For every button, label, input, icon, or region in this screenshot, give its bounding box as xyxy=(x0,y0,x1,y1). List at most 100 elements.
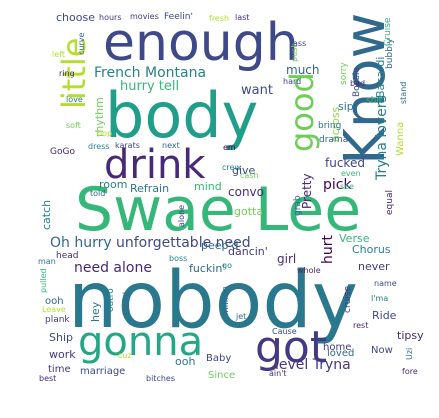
word-body: body xyxy=(105,79,259,152)
word-enough: enough xyxy=(103,13,299,73)
word-catch: catch xyxy=(40,200,53,231)
word-jet: jet xyxy=(236,312,247,321)
word-cuz: cuz xyxy=(118,351,132,360)
word-refrain: Refrain xyxy=(130,182,170,195)
word-feelin: Feelin' xyxy=(164,12,193,22)
word-ride: Ride xyxy=(372,309,397,322)
word-drink: drink xyxy=(104,142,206,188)
word-work: work xyxy=(49,348,76,361)
word-whole: whole xyxy=(297,266,321,275)
word-give: give xyxy=(232,164,256,177)
word-ooh-1: ooh xyxy=(45,296,64,307)
word-go: go xyxy=(222,261,232,270)
word-left: left xyxy=(52,50,65,59)
word-best: best xyxy=(39,374,57,383)
word-baby: Baby xyxy=(206,353,232,364)
word-crew: crew xyxy=(222,163,241,172)
word-alone: alone xyxy=(177,205,186,228)
word-oh-hurry: Oh hurry xyxy=(50,235,112,251)
word-french-montana: French Montana xyxy=(94,65,207,81)
word-outro: outro xyxy=(106,288,116,312)
word-pulled: pulled xyxy=(39,268,48,293)
word-drama: drama xyxy=(319,135,349,145)
word-hey: hey xyxy=(89,302,102,323)
word-want: want xyxy=(241,83,273,98)
word-hurt: hurt xyxy=(320,235,336,264)
word-fucked: fucked xyxy=(325,156,365,170)
word-fuckin: fuckin' xyxy=(189,262,226,275)
word-room: room xyxy=(99,178,128,191)
word-bring: bring xyxy=(318,121,342,131)
word-much: much xyxy=(286,63,320,77)
word-dress: dress xyxy=(88,142,110,151)
word-man: man xyxy=(38,257,56,266)
word-since: Since xyxy=(208,370,236,381)
word-wanna: Wanna xyxy=(395,122,406,157)
word-curve: curve xyxy=(77,33,86,56)
word-ring: ring xyxy=(59,69,75,78)
word-rest: rest xyxy=(353,321,369,330)
word-peepd: peep'd xyxy=(201,239,239,252)
word-got: got xyxy=(255,322,328,373)
word-unforgettable-need: unforgettable need xyxy=(116,235,251,251)
word-karats: karats xyxy=(115,141,140,150)
word-cause: Cause xyxy=(272,327,297,336)
word-movies: movies xyxy=(130,12,159,21)
word-grab: grab xyxy=(293,195,303,216)
word-hard: hard xyxy=(283,77,302,86)
word-boss: boss xyxy=(169,254,188,263)
word-gogo: GoGo xyxy=(50,147,75,157)
word-pick: pick xyxy=(323,177,352,193)
word-love: love xyxy=(66,95,83,104)
word-mind: mind xyxy=(194,180,222,193)
word-cash: cash xyxy=(240,171,259,180)
word-doin: Doin' xyxy=(122,292,132,316)
word-next: next xyxy=(162,141,180,150)
word-see: see xyxy=(340,182,355,191)
word-gonna: gonna xyxy=(78,319,204,365)
word-swae-lee: Swae Lee xyxy=(75,175,362,245)
word-hours: hours xyxy=(99,13,122,22)
word-ass: ass xyxy=(293,39,307,48)
word-last: last xyxy=(235,13,250,22)
word-nobody: nobody xyxy=(68,256,359,346)
word-stand: stand xyxy=(399,82,408,105)
word-now: Now xyxy=(371,345,393,356)
word-aint: ain't xyxy=(269,369,287,378)
word-plank: plank xyxy=(45,315,70,325)
word-bad: bad xyxy=(350,79,366,88)
word-sip: sip xyxy=(338,100,354,113)
word-chorus: Chorus xyxy=(352,243,391,256)
word-gotta: gotta xyxy=(234,205,264,218)
word-soft: soft xyxy=(66,121,81,130)
word-ima: I'ma xyxy=(371,294,389,303)
word-million: million xyxy=(221,286,231,316)
word-fresh: fresh xyxy=(209,14,230,23)
word-girl: girl xyxy=(277,252,297,266)
word-time: time xyxy=(48,364,71,375)
word-dancin: dancin' xyxy=(228,245,268,258)
word-ooh-2: ooh xyxy=(175,355,196,368)
word-level-tryna: level Tryna xyxy=(275,357,351,373)
word-never: never xyxy=(358,260,390,273)
word-hurry-tell: hurry tell xyxy=(120,79,180,94)
word-marriage: marriage xyxy=(80,366,126,377)
word-home: home xyxy=(323,342,352,353)
word-ship: Ship xyxy=(49,331,73,344)
word-told: told xyxy=(90,189,106,198)
word-fore: fore xyxy=(402,367,418,376)
word-convo: convo xyxy=(228,185,264,199)
word-tryna-lovers: Tryna lovers xyxy=(374,95,390,180)
word-verse: Verse xyxy=(339,232,370,245)
word-em: em xyxy=(223,143,236,152)
word-cruise-cap: Cruise xyxy=(383,18,393,47)
word-sorry: sorry xyxy=(339,62,349,85)
word-need-alone: need alone xyxy=(74,260,152,276)
word-choose: choose xyxy=(56,11,95,24)
word-tipsy: tipsy xyxy=(397,329,424,342)
word-shit: shit xyxy=(366,96,383,106)
word-loved: loved xyxy=(327,348,355,359)
word-cruise: cruise xyxy=(343,286,353,314)
word-name: name xyxy=(374,279,397,288)
